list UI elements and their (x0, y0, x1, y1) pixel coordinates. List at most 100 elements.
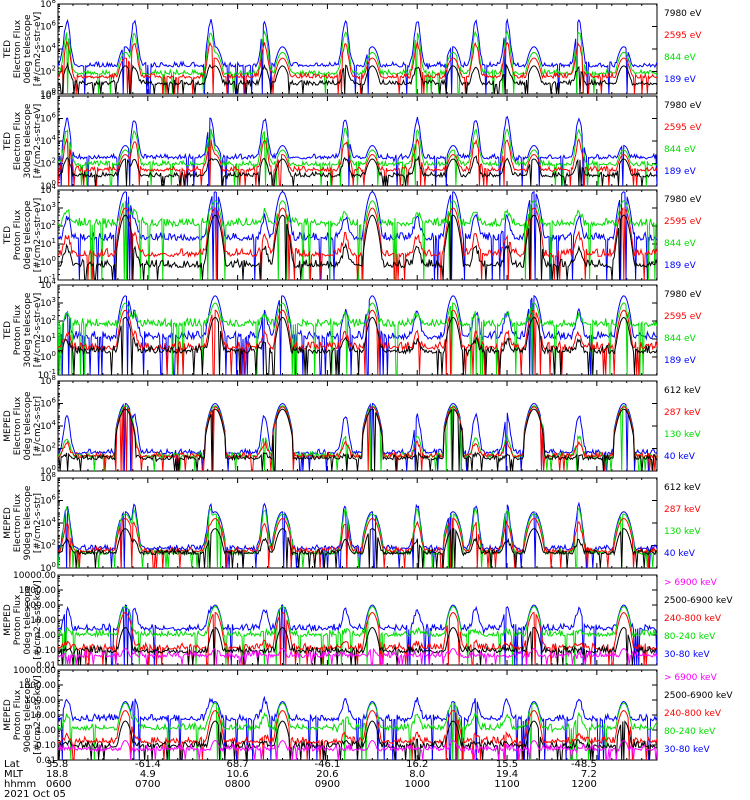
y-tick-label: 102 (40, 314, 56, 327)
y-tick-label: 101 (40, 332, 56, 345)
y-tick-label: 100.00 (25, 601, 57, 611)
legend-entry: 2595 eV (664, 31, 702, 41)
y-axis-label-line: Electron Flux (13, 396, 23, 455)
legend-entry: 844 eV (664, 239, 697, 249)
series-trace-red (58, 137, 657, 186)
y-axis-label-line: MEPED (3, 699, 13, 731)
legend-entry: > 6900 keV (664, 578, 718, 588)
y-tick-label: 104 (40, 134, 56, 147)
y-axis-label-line: 30deg telescope (23, 292, 33, 367)
footer-mlt-value: 18.8 (46, 769, 68, 780)
panel-ted-electron-0deg: 100 102 104 106 108 TED Electron Flux 0deg tele… (3, 0, 702, 100)
y-axis-label-line: [#/cm2-s-str-keV] (33, 675, 43, 754)
footer-lat-value: 68.7 (226, 759, 248, 770)
footer-label-mlt: MLT (4, 769, 24, 780)
y-tick-label: 1.00 (36, 631, 56, 641)
footer-hhmm-value: 0600 (46, 779, 71, 790)
legend-entry: 189 eV (664, 261, 697, 271)
y-tick-label: 100.00 (25, 696, 57, 706)
y-tick-label: 10000.00 (13, 666, 56, 676)
legend-entry: 189 eV (664, 75, 697, 85)
series-trace-green (58, 29, 657, 94)
legend-entry: 40 keV (664, 452, 696, 462)
panel-ted-proton-30deg: 10-1 100 101 102 103 104 TED Proton Flux 30deg t… (3, 278, 702, 381)
series-trace-red (58, 207, 657, 280)
y-tick-label: 101 (40, 237, 56, 250)
legend-entry: 80-240 keV (664, 632, 716, 642)
y-tick-label: 100 (40, 87, 56, 100)
panel-meped-proton-90deg: 0.01 0.10 1.00 10.00 100.00 1000.00 10000.00 ME… (3, 666, 733, 766)
y-axis-label-line: [#/cm2-s-str-eV] (33, 104, 43, 179)
series-trace-red (58, 517, 657, 568)
y-tick-label: 100 (40, 350, 56, 363)
legend-entry: 80-240 keV (664, 727, 716, 737)
legend-entry: 2500-6900 keV (664, 596, 733, 606)
y-axis-label-line: MEPED (3, 507, 13, 539)
y-axis-label-line: [#/cm2-s-str] (33, 493, 43, 553)
series-trace-black (58, 155, 657, 186)
footer-lat-value: 15.5 (496, 759, 518, 770)
series-trace-blue (58, 695, 657, 760)
legend-entry: 2595 eV (664, 123, 702, 133)
series-trace-black (58, 408, 657, 471)
y-axis-label-line: Proton Flux (13, 304, 23, 355)
series-trace-black (58, 214, 657, 280)
footer-lat-value: 35.8 (46, 759, 68, 770)
y-tick-label: 0.01 (36, 756, 56, 766)
y-tick-label: 100 (40, 255, 56, 268)
y-tick-label: 104 (40, 419, 56, 432)
y-tick-label: 10.00 (30, 711, 56, 721)
footer-label-lat: Lat (4, 759, 20, 770)
series-trace-blue (58, 604, 657, 665)
footer-lat-value: 16.2 (406, 759, 428, 770)
series-trace-magenta (58, 739, 657, 760)
y-axis-label-line: [#/cm2-s-str-eV] (33, 198, 43, 273)
legend-entry: 844 eV (664, 334, 697, 344)
y-tick-label: 1.00 (36, 726, 56, 736)
y-tick-label: 106 (40, 397, 56, 410)
series-trace-red (58, 709, 657, 760)
legend-entry: 7980 eV (664, 195, 702, 205)
legend-entry: 7980 eV (664, 290, 702, 300)
series-trace-blue (58, 17, 657, 94)
footer-hhmm-value: 1000 (404, 779, 429, 790)
y-tick-label: 0.10 (36, 646, 56, 656)
y-tick-label: 104 (40, 42, 56, 55)
y-tick-label: 108 (40, 89, 56, 102)
legend-entry: 287 keV (664, 505, 701, 515)
y-tick-label: 104 (40, 278, 56, 291)
series-trace-green (58, 127, 657, 186)
footer-lat-value: -48.5 (571, 759, 597, 770)
y-axis-label-line: TED (3, 132, 13, 151)
panel-meped-electron-0deg: 100 102 104 106 108 MEPED Electron Flux 0deg te… (3, 374, 701, 477)
series-trace-blue (58, 501, 657, 568)
footer-lat-value: -61.4 (135, 759, 161, 770)
legend-entry: 240-800 keV (664, 709, 722, 719)
y-axis-label-line: Electron Flux (13, 111, 23, 170)
legend-entry: 189 eV (664, 167, 697, 177)
y-tick-label: 108 (40, 374, 56, 387)
panel-ted-proton-0deg: 10-1 100 101 102 103 104 TED Proton Flux 0deg te… (3, 183, 702, 286)
y-tick-label: 1000.00 (19, 586, 56, 596)
y-axis-label-line: 0deg telescope (23, 391, 33, 461)
y-tick-label: 104 (40, 516, 56, 529)
footer-hhmm-value: 0700 (135, 779, 160, 790)
y-axis-label-line: [#/cm2-s-str-eV] (33, 293, 43, 368)
legend-entry: 612 keV (664, 386, 701, 396)
panel-meped-electron-90deg: 100 102 104 106 108 MEPED Electron Flux 90deg t… (3, 471, 701, 574)
y-tick-label: 102 (40, 65, 56, 78)
series-trace-black (58, 528, 657, 568)
y-tick-label: 10.00 (30, 616, 56, 626)
panel-meped-proton-0deg: 0.01 0.10 1.00 10.00 100.00 1000.00 10000.00 ME… (3, 571, 733, 671)
legend-entry: > 6900 keV (664, 673, 718, 683)
y-axis-label-line: 0deg telescope (23, 14, 33, 84)
panel-frame (57, 3, 658, 95)
y-axis-label-line: TED (3, 40, 13, 59)
legend-entry: 287 keV (664, 408, 701, 418)
y-axis-label-line: 30deg telescope (23, 103, 33, 178)
footer-mlt-value: 10.6 (226, 769, 248, 780)
y-tick-label: 106 (40, 20, 56, 33)
footer-hhmm-value: 0800 (225, 779, 250, 790)
y-axis-label-line: [#/cm2-s-str-eV] (33, 12, 43, 87)
